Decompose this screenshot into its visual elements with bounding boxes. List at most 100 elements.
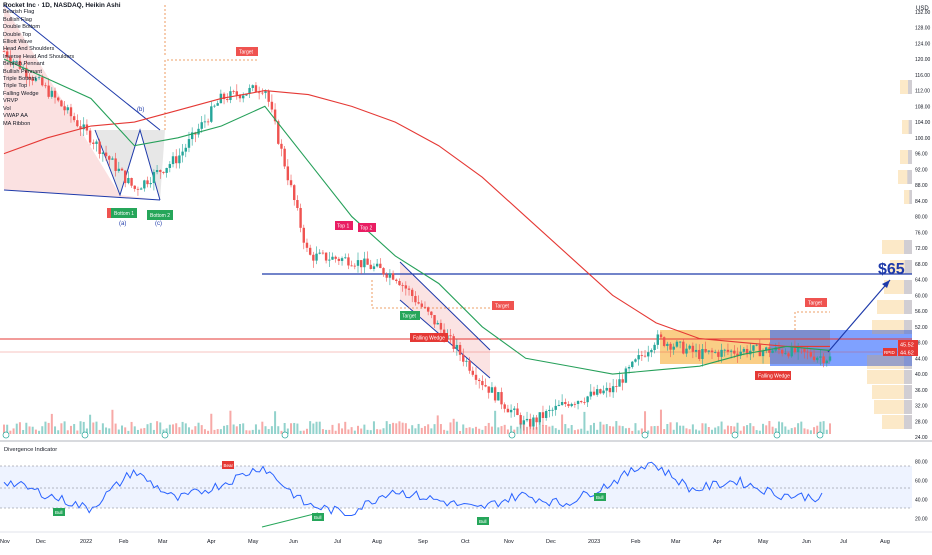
volume-bar <box>9 430 12 434</box>
candle-body <box>439 322 443 330</box>
legend-item[interactable]: Bullish Pennant <box>3 68 42 75</box>
volume-bar <box>656 425 659 434</box>
vrvp-bar-blue <box>904 400 912 414</box>
legend-item[interactable]: Bearish Pennant <box>3 61 45 68</box>
legend-item[interactable]: VRVP <box>3 98 19 105</box>
volume-bar <box>822 421 825 434</box>
volume-bar <box>111 409 114 434</box>
candle-body <box>206 121 210 123</box>
price-tick-label: 124.00 <box>915 41 931 47</box>
vrvp-bar-blue <box>904 355 912 369</box>
vrvp-bar <box>900 150 912 164</box>
osc-axis[interactable]: 80.00 60.00 40.00 20.00 <box>915 460 928 523</box>
earnings-marker[interactable] <box>81 431 89 439</box>
volume-bar <box>223 425 226 434</box>
legend-item[interactable]: Elliott Wave <box>3 39 33 46</box>
legend-item[interactable]: Bullish Flag <box>3 16 32 23</box>
volume-bar <box>44 421 47 434</box>
volume-bar <box>369 430 372 434</box>
volume-bar <box>465 427 468 434</box>
volume-bar <box>813 427 816 434</box>
candle-body <box>375 263 379 267</box>
indicator-legend[interactable]: Rocket Inc · 1D, NASDAQ, Heikin Ashi Bea… <box>3 2 121 128</box>
volume-bar <box>395 423 398 434</box>
candle-body <box>200 122 203 129</box>
time-tick-label: Dec <box>546 539 556 545</box>
symbol-header[interactable]: Rocket Inc · 1D, NASDAQ, Heikin Ashi <box>3 2 121 9</box>
volume-bar <box>101 423 104 434</box>
candle-body <box>50 90 54 97</box>
candle-body <box>382 268 385 275</box>
legend-item[interactable]: Inverse Head And Shoulders <box>3 53 75 60</box>
price-axis[interactable]: 132.00 128.00 124.00 120.00 116.00 112.00 108.… <box>915 10 931 441</box>
vrvp-bar-blue <box>909 190 912 204</box>
legend-item[interactable]: Bearish Flag <box>3 9 35 16</box>
earnings-marker[interactable] <box>641 431 649 439</box>
time-axis[interactable]: Nov Dec 2022 Feb Mar Apr May Jun Jul Aug Sep Oct Nov… <box>0 539 890 545</box>
oscillator-line <box>3 461 823 517</box>
volume-bar <box>762 423 765 434</box>
legend-item[interactable]: Triple Bottom <box>3 76 37 83</box>
candle-body <box>532 417 535 427</box>
volume-bar <box>318 421 321 434</box>
candle-body <box>560 402 564 405</box>
volume-bar <box>535 427 538 434</box>
legend-item[interactable]: Falling Wedge <box>3 90 39 97</box>
legend-item[interactable]: Double Top <box>3 31 32 38</box>
volume-bar <box>69 425 72 434</box>
legend-item[interactable]: Double Bottom <box>3 24 41 31</box>
candle-body <box>44 85 47 87</box>
candle-body <box>468 360 471 371</box>
volume-bar <box>548 426 551 434</box>
legend-item[interactable]: MA Ribbon <box>3 120 31 127</box>
legend-item[interactable]: VWAP AA <box>3 113 28 120</box>
candle-body <box>210 106 213 122</box>
earnings-marker[interactable] <box>161 431 169 439</box>
volume-bar <box>149 422 152 434</box>
volume-bar <box>829 423 831 434</box>
candle-body <box>216 103 219 106</box>
candle-body <box>796 346 800 353</box>
legend-item[interactable]: Head And Shoulders <box>3 46 55 53</box>
candle-body <box>659 334 663 338</box>
earnings-marker[interactable] <box>2 431 10 439</box>
volume-bars <box>3 409 831 434</box>
candle-body <box>640 355 644 356</box>
price-tick-label: 92.00 <box>915 167 928 173</box>
volume-bar <box>430 428 433 434</box>
volume-bar <box>325 429 328 434</box>
volume-bar <box>669 422 672 434</box>
target-green-tag <box>400 311 420 320</box>
candle-body <box>806 351 809 353</box>
bull-text-3: Bull <box>479 519 487 524</box>
volume-bar <box>573 430 576 434</box>
volume-bar <box>203 429 206 434</box>
volume-bar <box>235 426 238 434</box>
earnings-marker[interactable] <box>773 431 781 439</box>
candles <box>2 46 832 431</box>
volume-bar <box>755 430 758 434</box>
volume-bar <box>647 430 650 434</box>
candle-body <box>551 409 554 411</box>
volume-bar <box>516 426 519 434</box>
candle-body <box>580 401 583 403</box>
wedge-upper <box>3 4 161 131</box>
volume-bar <box>305 428 308 434</box>
candle-body <box>602 390 605 394</box>
earnings-marker[interactable] <box>281 431 289 439</box>
vrvp-bar-blue <box>904 260 912 274</box>
earnings-marker[interactable] <box>508 431 516 439</box>
legend-item[interactable]: Triple Top <box>3 83 28 90</box>
volume-bar <box>127 430 130 434</box>
earnings-marker[interactable] <box>816 431 824 439</box>
volume-bar <box>682 425 685 434</box>
candle-body <box>388 273 392 278</box>
earnings-marker[interactable] <box>731 431 739 439</box>
legend-item[interactable]: Vol <box>3 105 11 112</box>
wave-c-label: (c) <box>155 221 162 227</box>
volume-bar <box>184 423 187 434</box>
candle-body <box>95 141 98 144</box>
target-price-65: $65 <box>878 261 905 278</box>
volume-bar <box>363 424 366 434</box>
